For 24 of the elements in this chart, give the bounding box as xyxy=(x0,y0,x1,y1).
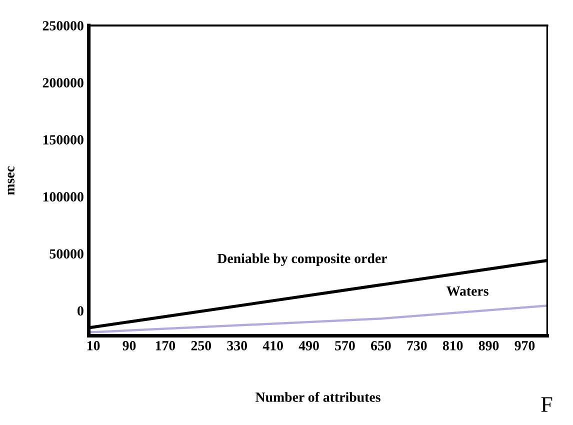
y-tick-label: 250000 xyxy=(42,21,84,30)
y-tick-label: 100000 xyxy=(43,192,84,202)
y-tick-label: 200000 xyxy=(42,78,84,88)
series-label: Waters xyxy=(446,286,488,296)
x-tick-label: 730 xyxy=(407,341,427,350)
x-tick-label: 490 xyxy=(298,341,319,350)
series-label: Deniable by composite order xyxy=(217,253,387,266)
y-axis-title: msec xyxy=(8,166,14,195)
x-tick-label: 330 xyxy=(227,341,248,350)
x-tick-label: 410 xyxy=(262,341,283,350)
x-tick-label: 10 xyxy=(87,341,100,350)
y-tick-label: 150000 xyxy=(43,135,84,145)
x-tick-label: 170 xyxy=(156,341,176,350)
x-tick-label: 570 xyxy=(335,341,355,350)
y-tick-label: 0 xyxy=(78,306,84,316)
text: F xyxy=(541,397,552,412)
x-tick-label: 810 xyxy=(442,341,463,350)
x-tick-label: 250 xyxy=(191,341,212,350)
x-tick-label: 890 xyxy=(478,341,499,350)
y-tick-label: 50000 xyxy=(50,249,84,259)
x-axis-title: Number of attributes xyxy=(256,392,380,402)
x-tick-label: 970 xyxy=(514,341,535,350)
x-tick-label: 650 xyxy=(370,341,391,350)
x-tick-label: 90 xyxy=(122,341,136,350)
